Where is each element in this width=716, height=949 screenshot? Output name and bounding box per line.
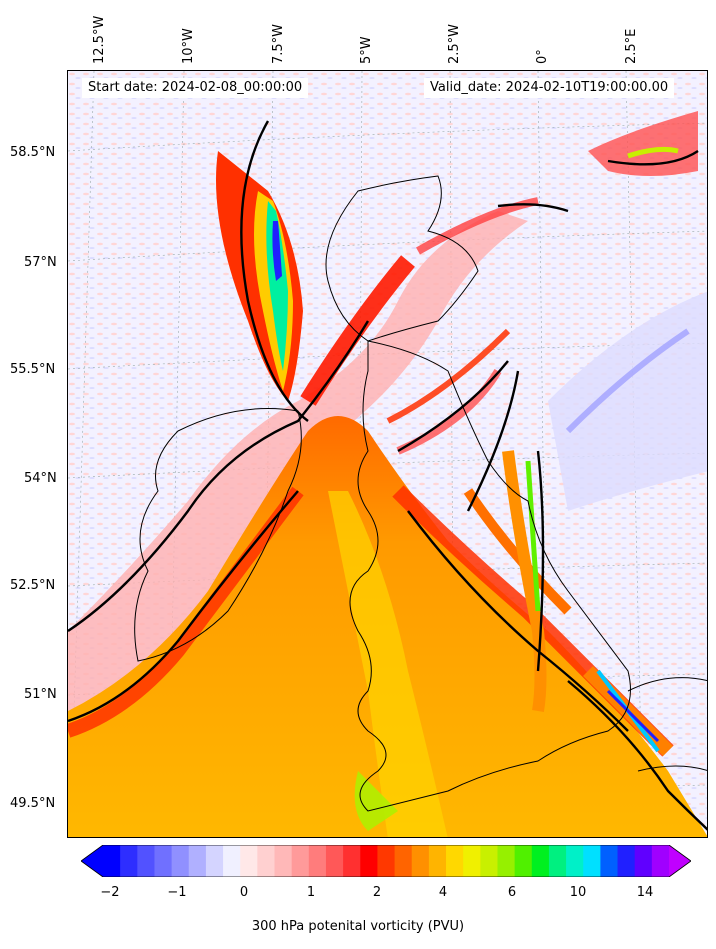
coastlines [134, 175, 707, 812]
lat-label-57n: 57°N [24, 255, 57, 270]
colorbar-segment [137, 845, 155, 877]
colorbar-segment [531, 845, 550, 877]
colorbar-segment [291, 845, 310, 877]
lat-label-52.5n: 52.5°N [10, 578, 56, 593]
pv-2-contours [68, 120, 707, 831]
colorbar-segment [463, 845, 481, 877]
colorbar-segment [154, 845, 173, 877]
colorbar-segment [634, 845, 653, 877]
colorbar-segment [257, 845, 276, 877]
colorbar-tick-label: 14 [636, 885, 654, 900]
start-date: Start date: 2024-02-08_00:00:00 [82, 78, 309, 98]
colorbar-under-arrow [81, 845, 103, 877]
colorbar-segment [548, 845, 567, 877]
colorbar-segment [308, 845, 327, 877]
valid-date: Valid_date: 2024-02-10T19:00:00.00 [424, 78, 675, 98]
colorbar-segment [360, 845, 378, 877]
colorbar-segment [325, 845, 344, 877]
pv-map [67, 70, 708, 838]
colorbar-segment [343, 845, 361, 877]
colorbar-segment [188, 845, 207, 877]
colorbar-segment [171, 845, 190, 877]
colorbar-over-arrow [669, 845, 691, 877]
lat-label-55.5n: 55.5°N [10, 362, 56, 377]
lon-label-2.5w: 2.5°W [447, 23, 462, 64]
colorbar [81, 845, 691, 877]
colorbar-tick-label: 6 [507, 885, 517, 900]
lon-label-12.5w: 12.5°W [92, 15, 107, 64]
colorbar-segment [103, 845, 121, 877]
colorbar-segment [600, 845, 619, 877]
colorbar-tick-label: 10 [569, 885, 587, 900]
lat-label-54n: 54°N [24, 471, 57, 486]
colorbar-segment [394, 845, 413, 877]
colorbar-segment [480, 845, 498, 877]
colorbar-segment [617, 845, 636, 877]
colorbar-segment [651, 845, 670, 877]
colorbar-tick-label: 0 [239, 885, 249, 900]
colorbar-label: 300 hPa potenital vorticity (PVU) [251, 919, 465, 934]
colorbar-segment [223, 845, 241, 877]
colorbar-segment [377, 845, 396, 877]
lat-label-58.5n: 58.5°N [10, 145, 56, 160]
lon-label-2.5e: 2.5°E [624, 28, 639, 64]
colorbar-segment [274, 845, 293, 877]
lon-label-5w: 5°W [359, 36, 374, 64]
lon-label-10w: 10°W [181, 28, 196, 64]
colorbar-segment [566, 845, 584, 877]
colorbar-tick-label: −1 [167, 885, 187, 900]
colorbar-tick-label: −2 [100, 885, 120, 900]
colorbar-segment [446, 845, 464, 877]
colorbar-tick-label: 2 [372, 885, 382, 900]
lat-label-51n: 51°N [24, 687, 57, 702]
colorbar-segment [120, 845, 138, 877]
lon-label-0: 0° [535, 49, 550, 64]
lon-label-7.5w: 7.5°W [271, 23, 286, 64]
lat-label-49.5n: 49.5°N [10, 796, 56, 811]
colorbar-segment [411, 845, 430, 877]
colorbar-segment [205, 845, 224, 877]
colorbar-segment [497, 845, 516, 877]
pv-field-plot [68, 71, 707, 837]
colorbar-segment [514, 845, 533, 877]
colorbar-segment [240, 845, 258, 877]
colorbar-tick-label: 1 [306, 885, 316, 900]
colorbar-segment [583, 845, 601, 877]
colorbar-segment [428, 845, 447, 877]
colorbar-tick-label: 4 [438, 885, 448, 900]
